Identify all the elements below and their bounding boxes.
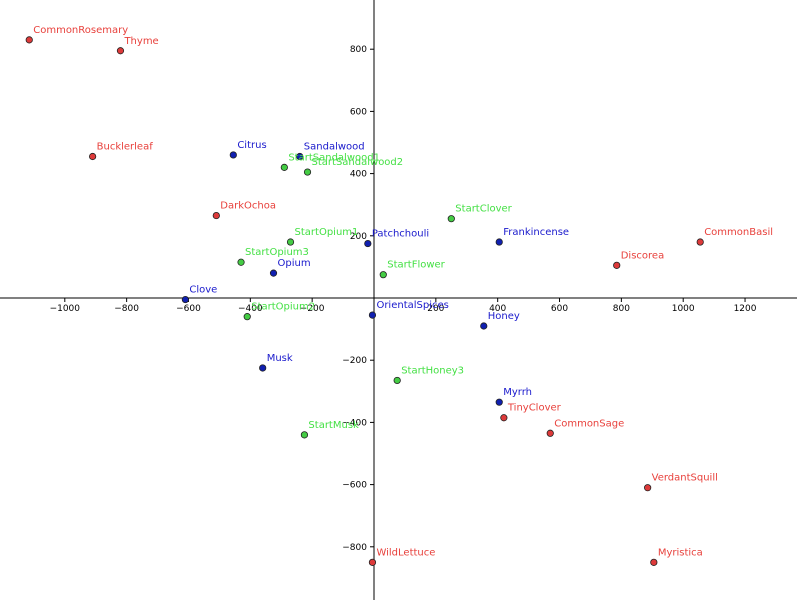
data-point <box>546 429 554 437</box>
y-tick-label: −800 <box>342 543 367 553</box>
data-point <box>243 313 251 321</box>
y-tick-label: −400 <box>342 418 367 428</box>
data-point <box>181 295 189 304</box>
data-label: Sandalwood <box>304 141 365 152</box>
y-tick-label: 400 <box>350 170 367 180</box>
x-tick-label: 800 <box>613 304 630 314</box>
data-label: StartFlower <box>387 260 445 271</box>
ticks: −1000 −800 −600 −400 −200 200 400 600 800 1000 120… <box>50 45 757 553</box>
data-label: Musk <box>267 353 293 364</box>
data-label: Honey <box>488 311 520 322</box>
data-label: Opium <box>278 258 311 269</box>
data-point <box>650 558 658 566</box>
data-label: Frankincense <box>503 227 569 238</box>
data-label: WildLettuce <box>376 547 435 558</box>
data-label: Bucklerleaf <box>97 141 154 152</box>
x-tick-label: −1000 <box>50 304 81 314</box>
data-label: CommonSage <box>554 418 624 429</box>
data-label: Clove <box>189 285 217 296</box>
data-point <box>212 211 220 220</box>
data-label: Myrrh <box>503 387 532 398</box>
x-tick-label: −400 <box>238 304 263 314</box>
data-point <box>495 238 503 246</box>
data-point <box>280 163 288 171</box>
data-point <box>368 558 377 566</box>
data-label: StartClover <box>455 204 512 215</box>
data-point <box>237 258 245 266</box>
data-label: StartMusk <box>308 420 359 431</box>
data-point <box>229 151 237 159</box>
data-label: CommonBasil <box>704 227 773 238</box>
data-label: Thyme <box>123 36 158 47</box>
x-tick-label: 1200 <box>734 304 757 314</box>
data-label: StartOpium3 <box>245 247 309 258</box>
data-label: Myristica <box>658 547 703 558</box>
data-point <box>480 322 488 330</box>
data-label: TinyClover <box>507 403 562 414</box>
data-point <box>613 261 621 269</box>
data-point <box>364 239 372 248</box>
data-point <box>259 364 267 372</box>
y-tick-label: −600 <box>342 481 367 491</box>
x-tick-label: 1000 <box>672 304 695 314</box>
data-point <box>447 215 455 223</box>
data-point <box>25 36 33 44</box>
x-tick-label: −800 <box>114 304 139 314</box>
data-point <box>495 398 503 406</box>
y-tick-label: 800 <box>350 45 367 55</box>
data-label: StartHoney3 <box>401 365 464 376</box>
data-point <box>303 168 312 176</box>
data-point <box>116 47 125 55</box>
data-label: StartSandalwood1 <box>288 152 380 163</box>
data-point <box>393 376 401 385</box>
x-tick-label: 600 <box>551 304 568 314</box>
data-point <box>644 484 652 492</box>
data-point <box>296 152 304 161</box>
data-label: Patchchouli <box>372 229 429 240</box>
data-label: Discorea <box>621 250 664 261</box>
x-tick-label: −200 <box>300 304 325 314</box>
data-label: StartSandalwood2 <box>312 157 404 168</box>
x-tick-label: 400 <box>489 304 506 314</box>
data-label: VerdantSquill <box>652 473 718 484</box>
data-point <box>300 431 309 439</box>
data-point <box>269 269 278 277</box>
data-point <box>500 414 508 422</box>
data-point <box>379 271 387 279</box>
data-label: StartOpium2 <box>251 302 315 313</box>
x-tick-label: −600 <box>176 304 201 314</box>
data-label: OrientalSpices <box>376 300 448 311</box>
data-label: Citrus <box>237 140 266 151</box>
y-tick-label: 600 <box>350 107 367 117</box>
y-tick-label: 200 <box>350 232 367 242</box>
x-tick-label: 200 <box>427 304 444 314</box>
data-label: DarkOchoa <box>220 201 276 212</box>
data-point <box>89 152 97 161</box>
data-label: StartOpium1 <box>295 227 359 238</box>
y-tick-label: −200 <box>342 356 367 366</box>
data-point <box>696 238 704 246</box>
data-point <box>286 238 295 246</box>
data-point <box>368 311 377 319</box>
data-label: CommonRosemary <box>33 25 128 36</box>
